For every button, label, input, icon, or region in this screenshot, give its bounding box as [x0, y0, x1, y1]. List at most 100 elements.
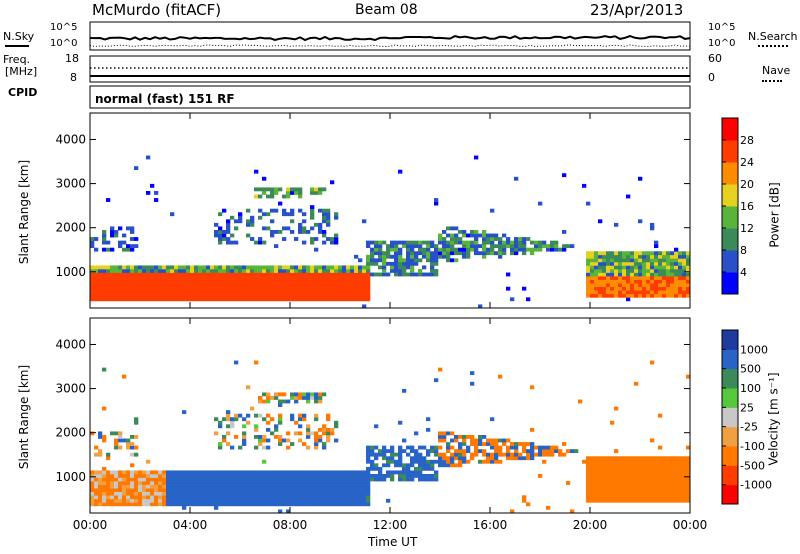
heatmap-cell [594, 265, 599, 270]
heatmap-cell [426, 258, 431, 263]
heatmap-cell [178, 269, 183, 273]
heatmap-cell [190, 502, 195, 507]
heatmap-cell [486, 251, 491, 256]
heatmap-cell [358, 258, 363, 263]
heatmap-cell [638, 495, 643, 500]
heatmap-cell [398, 269, 403, 273]
heatmap-cell [598, 293, 603, 298]
heatmap-cell [318, 283, 323, 288]
heatmap-cell [114, 431, 119, 436]
heatmap-cell [110, 491, 115, 496]
heatmap-cell [102, 269, 107, 273]
heatmap-cell [642, 283, 647, 288]
heatmap-cell [102, 481, 107, 485]
heatmap-cell [674, 456, 679, 461]
heatmap-cell [118, 286, 123, 291]
heatmap-cell [674, 463, 679, 468]
heatmap-cell [286, 488, 291, 493]
heatmap-cell [654, 258, 659, 263]
heatmap-cell [166, 283, 171, 288]
heatmap-cell [478, 449, 483, 454]
heatmap-cell [546, 505, 551, 510]
heatmap-cell [446, 251, 451, 256]
heatmap-cell [146, 491, 151, 496]
heatmap-cell [238, 445, 243, 450]
heatmap-cell [98, 502, 103, 507]
heatmap-cell [278, 230, 283, 234]
heatmap-cell [646, 481, 651, 485]
heatmap-cell [414, 459, 419, 464]
heatmap-cell [106, 198, 111, 202]
heatmap-cell [442, 463, 447, 468]
station-title: McMurdo (fitACF) [92, 1, 222, 19]
heatmap-cell [226, 491, 231, 496]
heatmap-cell [202, 484, 207, 489]
heatmap-cell [674, 484, 679, 489]
noise-strip [89, 21, 691, 51]
heatmap-cell [262, 265, 267, 270]
heatmap-cell [306, 276, 311, 280]
y-tick-label: 4000 [55, 132, 86, 146]
heatmap-cell [130, 445, 135, 450]
heatmap-cell [94, 293, 99, 298]
heatmap-cell [114, 481, 119, 485]
heatmap-cell [174, 488, 179, 493]
heatmap-cell [438, 240, 443, 245]
heatmap-cell [370, 261, 375, 266]
heatmap-cell [326, 293, 331, 298]
heatmap-cell [682, 484, 687, 489]
heatmap-cell [330, 427, 335, 432]
heatmap-cell [102, 495, 107, 500]
heatmap-cell [658, 459, 663, 464]
heatmap-cell [682, 463, 687, 468]
heatmap-cell [254, 484, 259, 489]
heatmap-cell [262, 269, 267, 273]
heatmap-cell [358, 265, 363, 270]
heatmap-cell [158, 474, 163, 478]
heatmap-cell [218, 230, 223, 234]
heatmap-cell [638, 258, 643, 263]
heatmap-cell [330, 290, 335, 295]
heatmap-cell [514, 449, 519, 454]
heatmap-cell [570, 509, 575, 514]
heatmap-cell [482, 237, 487, 241]
heatmap-cell [258, 265, 263, 270]
heatmap-cell [414, 251, 419, 256]
heatmap-cell [658, 276, 663, 280]
heatmap-cell [258, 208, 263, 213]
heatmap-cell [442, 456, 447, 461]
heatmap-cell [334, 237, 339, 241]
heatmap-cell [290, 417, 295, 422]
heatmap-cell [110, 279, 115, 284]
heatmap-cell [190, 293, 195, 298]
heatmap-cell [98, 435, 103, 439]
heatmap-cell [322, 424, 327, 429]
heatmap-cell [278, 470, 283, 475]
heatmap-cell [614, 484, 619, 489]
heatmap-cell [402, 388, 407, 393]
heatmap-cell [110, 230, 115, 234]
heatmap-cell [102, 367, 107, 372]
heatmap-cell [358, 279, 363, 284]
heatmap-cell [154, 286, 159, 291]
heatmap-cell [274, 495, 279, 500]
heatmap-cell [618, 265, 623, 270]
heatmap-cell [426, 254, 431, 259]
heatmap-cell [178, 470, 183, 475]
heatmap-cell [306, 399, 311, 404]
heatmap-cell [306, 297, 311, 302]
heatmap-cell [202, 491, 207, 496]
heatmap-cell [358, 481, 363, 485]
nsearch-line [89, 44, 691, 48]
heatmap-cell [274, 290, 279, 295]
heatmap-cell [290, 488, 295, 493]
heatmap-cell [210, 477, 215, 482]
heatmap-cell [94, 491, 99, 496]
heatmap-cell [334, 276, 339, 280]
heatmap-cell [686, 293, 691, 298]
heatmap-cell [566, 449, 571, 454]
heatmap-cell [234, 297, 239, 302]
heatmap-cell [386, 254, 391, 259]
heatmap-cell [390, 247, 395, 252]
heatmap-cell [262, 498, 267, 503]
